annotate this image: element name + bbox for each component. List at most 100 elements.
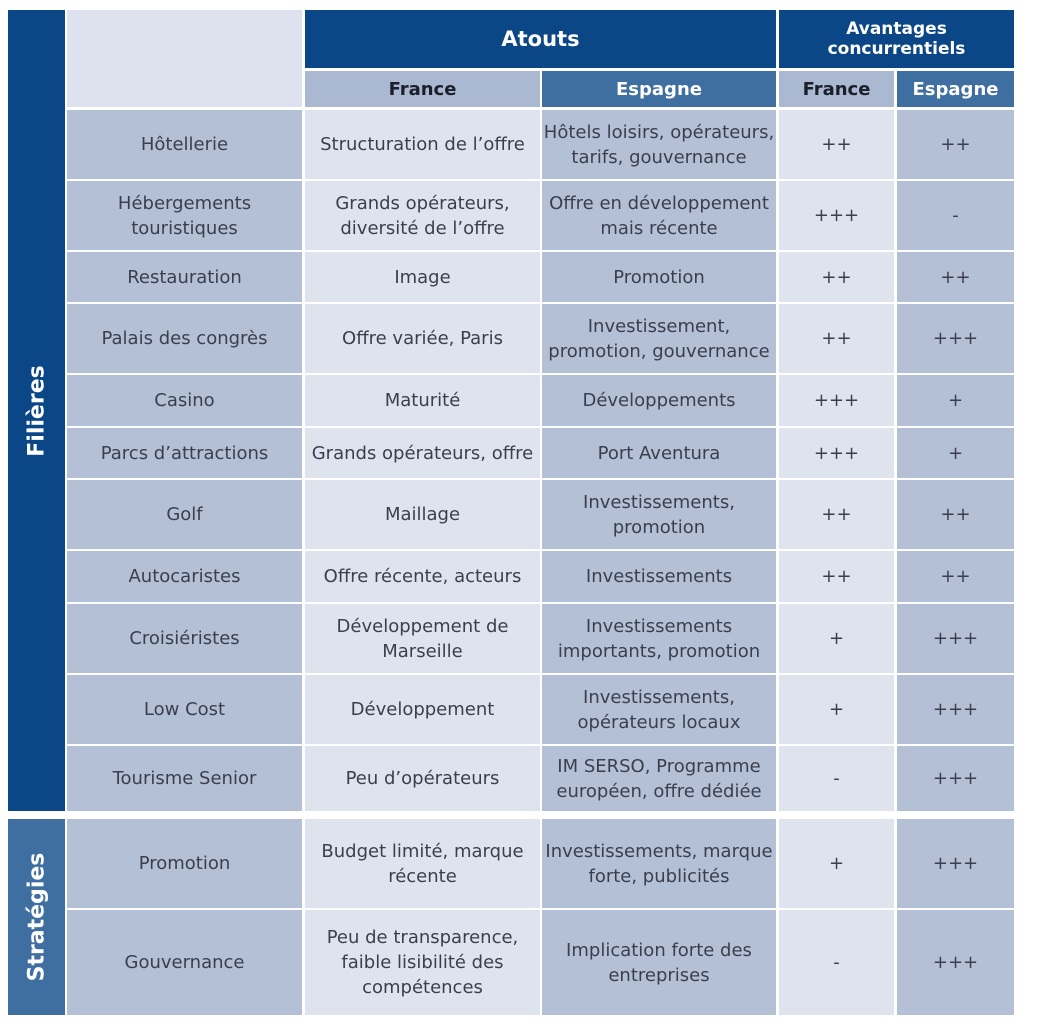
- section-strategies: Stratégies: [8, 819, 65, 1015]
- header-atouts: Atouts: [305, 10, 776, 68]
- avantage-espagne-cell: ++: [897, 480, 1014, 549]
- atout-espagne-cell-text: Investissements, promotion: [583, 491, 735, 538]
- atout-espagne-cell: Offre en développement mais récente: [542, 181, 776, 250]
- row-label: Hôtellerie: [67, 110, 302, 179]
- avantage-france-cell-text: ++: [821, 328, 852, 349]
- row-label: Casino: [67, 375, 302, 426]
- atout-espagne-cell: Implication forte des entreprises: [542, 910, 776, 1015]
- atout-france-cell: Offre récente, acteurs: [305, 551, 540, 602]
- atout-france-cell-text: Peu de transparence, faible lisibilité d…: [326, 927, 519, 998]
- avantage-espagne-cell-text: +++: [932, 952, 979, 973]
- avantage-france-cell: +: [779, 819, 894, 908]
- avantage-france-cell: +++: [779, 181, 894, 250]
- avantage-espagne-cell-text: +++: [932, 628, 979, 649]
- row-label-text: Golf: [166, 504, 203, 525]
- atout-espagne-cell: Investissements: [542, 551, 776, 602]
- row-label-text: Croisiéristes: [129, 628, 240, 649]
- avantage-france-cell-text: +: [828, 699, 845, 720]
- atout-france-cell: Image: [305, 252, 540, 302]
- atout-france-cell: Développement de Marseille: [305, 604, 540, 673]
- row-label-text: Parcs d’attractions: [100, 442, 269, 464]
- avantage-france-cell-text: ++: [821, 266, 852, 288]
- atout-france-cell: Développement: [305, 675, 540, 744]
- avantage-france-cell: ++: [779, 304, 894, 373]
- atout-espagne-cell-text: Port Aventura: [597, 442, 721, 464]
- section-filieres-label: Filières: [24, 364, 49, 457]
- avantage-france-cell: -: [779, 910, 894, 1015]
- atout-espagne-cell: Port Aventura: [542, 428, 776, 478]
- row-label-text: Restauration: [127, 266, 242, 288]
- atout-france-cell: Peu d’opérateurs: [305, 746, 540, 811]
- atout-espagne-cell-text: Implication forte des entreprises: [566, 939, 752, 986]
- atout-espagne-cell-text: Investissements importants, promotion: [557, 615, 761, 662]
- corner-cell: [67, 10, 302, 107]
- avantage-espagne-cell: ++: [897, 252, 1014, 302]
- section-filieres: Filières: [8, 10, 65, 811]
- row-label: Parcs d’attractions: [67, 428, 302, 478]
- avantage-france-cell: -: [779, 746, 894, 811]
- avantage-france-cell: +: [779, 675, 894, 744]
- atout-france-cell-text: Développement de Marseille: [336, 615, 509, 662]
- atout-france-cell-text: Offre récente, acteurs: [323, 566, 522, 587]
- avantage-france-cell-text: ++: [821, 504, 852, 525]
- atout-espagne-cell-text: Investissement, promotion, gouvernance: [548, 315, 770, 362]
- avantage-espagne-cell-text: +: [947, 390, 964, 411]
- avantage-espagne-cell: +++: [897, 604, 1014, 673]
- row-label-text: Palais des congrès: [101, 328, 268, 349]
- avantage-espagne-cell: -: [897, 181, 1014, 250]
- avantage-espagne-cell-text: +++: [932, 853, 979, 874]
- avantage-espagne-cell-text: ++: [940, 266, 971, 288]
- avantage-france-cell-text: -: [833, 768, 840, 789]
- avantage-france-cell: +: [779, 604, 894, 673]
- avantage-espagne-cell: +++: [897, 910, 1014, 1015]
- avantage-france-cell: +++: [779, 375, 894, 426]
- avantage-espagne-cell: ++: [897, 551, 1014, 602]
- atout-espagne-cell-text: Développements: [582, 390, 736, 411]
- avantage-espagne-cell: +: [897, 428, 1014, 478]
- avantage-espagne-cell: +++: [897, 675, 1014, 744]
- atout-espagne-cell-text: Investissements, marque forte, publicité…: [545, 840, 773, 887]
- avantage-espagne-cell-text: ++: [940, 504, 971, 525]
- atout-france-cell-text: Peu d’opérateurs: [345, 768, 500, 789]
- avantage-espagne-cell-text: +++: [932, 328, 979, 349]
- avantage-espagne-cell: +++: [897, 304, 1014, 373]
- avantage-france-cell-text: +++: [813, 205, 860, 226]
- atout-france-cell-text: Grands opérateurs, diversité de l’offre: [335, 192, 510, 239]
- atout-espagne-cell-text: Promotion: [613, 266, 705, 288]
- atout-france-cell-text: Maturité: [384, 390, 461, 411]
- avantage-france-cell-text: -: [833, 952, 840, 973]
- section-strategies-label: Stratégies: [24, 852, 49, 982]
- atout-espagne-cell-text: Investissements: [585, 566, 733, 587]
- atout-france-cell: Grands opérateurs, diversité de l’offre: [305, 181, 540, 250]
- atout-france-cell-text: Maillage: [384, 504, 461, 525]
- atout-france-cell-text: Image: [394, 266, 451, 288]
- row-label: Croisiéristes: [67, 604, 302, 673]
- header-atouts-france: France: [305, 71, 540, 107]
- atout-france-cell: Budget limité, marque récente: [305, 819, 540, 908]
- avantage-france-cell-text: ++: [821, 566, 852, 587]
- atout-espagne-cell-text: Hôtels loisirs, opérateurs, tarifs, gouv…: [543, 121, 775, 168]
- avantage-france-cell-text: +++: [813, 442, 860, 464]
- row-label-text: Low Cost: [143, 699, 226, 720]
- avantage-espagne-cell-text: -: [952, 205, 959, 226]
- avantage-france-cell-text: +: [828, 628, 845, 649]
- row-label-text: Tourisme Senior: [112, 768, 257, 789]
- row-label: Low Cost: [67, 675, 302, 744]
- avantage-espagne-cell-text: +++: [932, 699, 979, 720]
- atout-france-cell-text: Développement: [350, 699, 495, 720]
- row-label: Tourisme Senior: [67, 746, 302, 811]
- avantage-france-cell-text: +++: [813, 390, 860, 411]
- row-label: Hébergements touristiques: [67, 181, 302, 250]
- atout-espagne-cell: Investissements importants, promotion: [542, 604, 776, 673]
- atout-espagne-cell: Investissements, marque forte, publicité…: [542, 819, 776, 908]
- header-avantages-france: France: [779, 71, 894, 107]
- atout-france-cell-text: Budget limité, marque récente: [321, 840, 524, 887]
- avantage-france-cell: ++: [779, 252, 894, 302]
- row-label: Golf: [67, 480, 302, 549]
- atout-france-cell: Grands opérateurs, offre: [305, 428, 540, 478]
- avantage-espagne-cell: +++: [897, 819, 1014, 908]
- row-label-text: Hébergements touristiques: [117, 192, 252, 239]
- avantage-espagne-cell-text: ++: [940, 134, 971, 155]
- atout-france-cell: Offre variée, Paris: [305, 304, 540, 373]
